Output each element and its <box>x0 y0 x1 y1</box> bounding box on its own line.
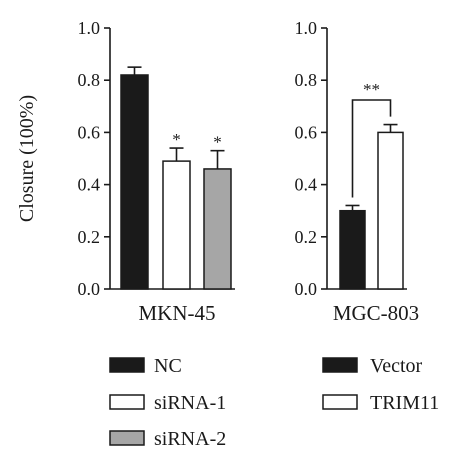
legend-label-sirna-1: siRNA-1 <box>154 392 226 414</box>
panel-mkn-45: 0.0 0.2 0.4 0.6 0.8 1.0 Closure (100%) MKN-45 * * <box>16 18 235 325</box>
legend-swatch-sirna-2 <box>109 430 145 446</box>
legend: NC siRNA-1 siRNA-2 Vector TRIM11 <box>109 355 439 450</box>
y-tick-label: 0.4 <box>78 175 101 195</box>
y-tick-label: 0.0 <box>295 279 318 299</box>
y-tick-label: 0.6 <box>295 122 318 142</box>
significance-bracket <box>351 99 392 198</box>
y-tick-label: 0.2 <box>295 227 318 247</box>
bar-sirna-2 <box>203 168 232 290</box>
bar-sirna-1 <box>162 160 191 290</box>
y-axis-label: Closure (100%) <box>16 95 38 222</box>
significance-marker: * <box>172 130 181 149</box>
significance-marker: * <box>213 133 222 152</box>
y-tick-label: 1.0 <box>78 18 101 38</box>
legend-swatch-sirna-1 <box>109 394 145 410</box>
legend-label-sirna-2: siRNA-2 <box>154 428 226 450</box>
y-tick-label: 0.4 <box>295 175 318 195</box>
y-tick-label: 0.6 <box>78 122 101 142</box>
x-axis-label: MGC-803 <box>333 301 419 325</box>
bar-trim11 <box>377 131 404 290</box>
legend-label-vector: Vector <box>370 355 423 377</box>
bar-vector <box>339 209 366 290</box>
y-tick-label: 0.0 <box>78 279 101 299</box>
bar-nc <box>120 74 149 290</box>
legend-swatch-vector <box>322 357 358 373</box>
y-tick-label: 0.2 <box>78 227 101 247</box>
legend-label-nc: NC <box>154 355 182 377</box>
y-tick-label: 1.0 <box>295 18 318 38</box>
x-axis-label: MKN-45 <box>139 301 216 325</box>
y-tick-label: 0.8 <box>78 70 101 90</box>
y-tick-label: 0.8 <box>295 70 318 90</box>
significance-marker: ** <box>363 80 380 99</box>
legend-swatch-nc <box>109 357 145 373</box>
panel-mgc-803: 0.0 0.2 0.4 0.6 0.8 1.0 MGC-803 ** <box>295 18 420 325</box>
legend-label-trim11: TRIM11 <box>370 392 439 414</box>
legend-swatch-trim11 <box>322 394 358 410</box>
